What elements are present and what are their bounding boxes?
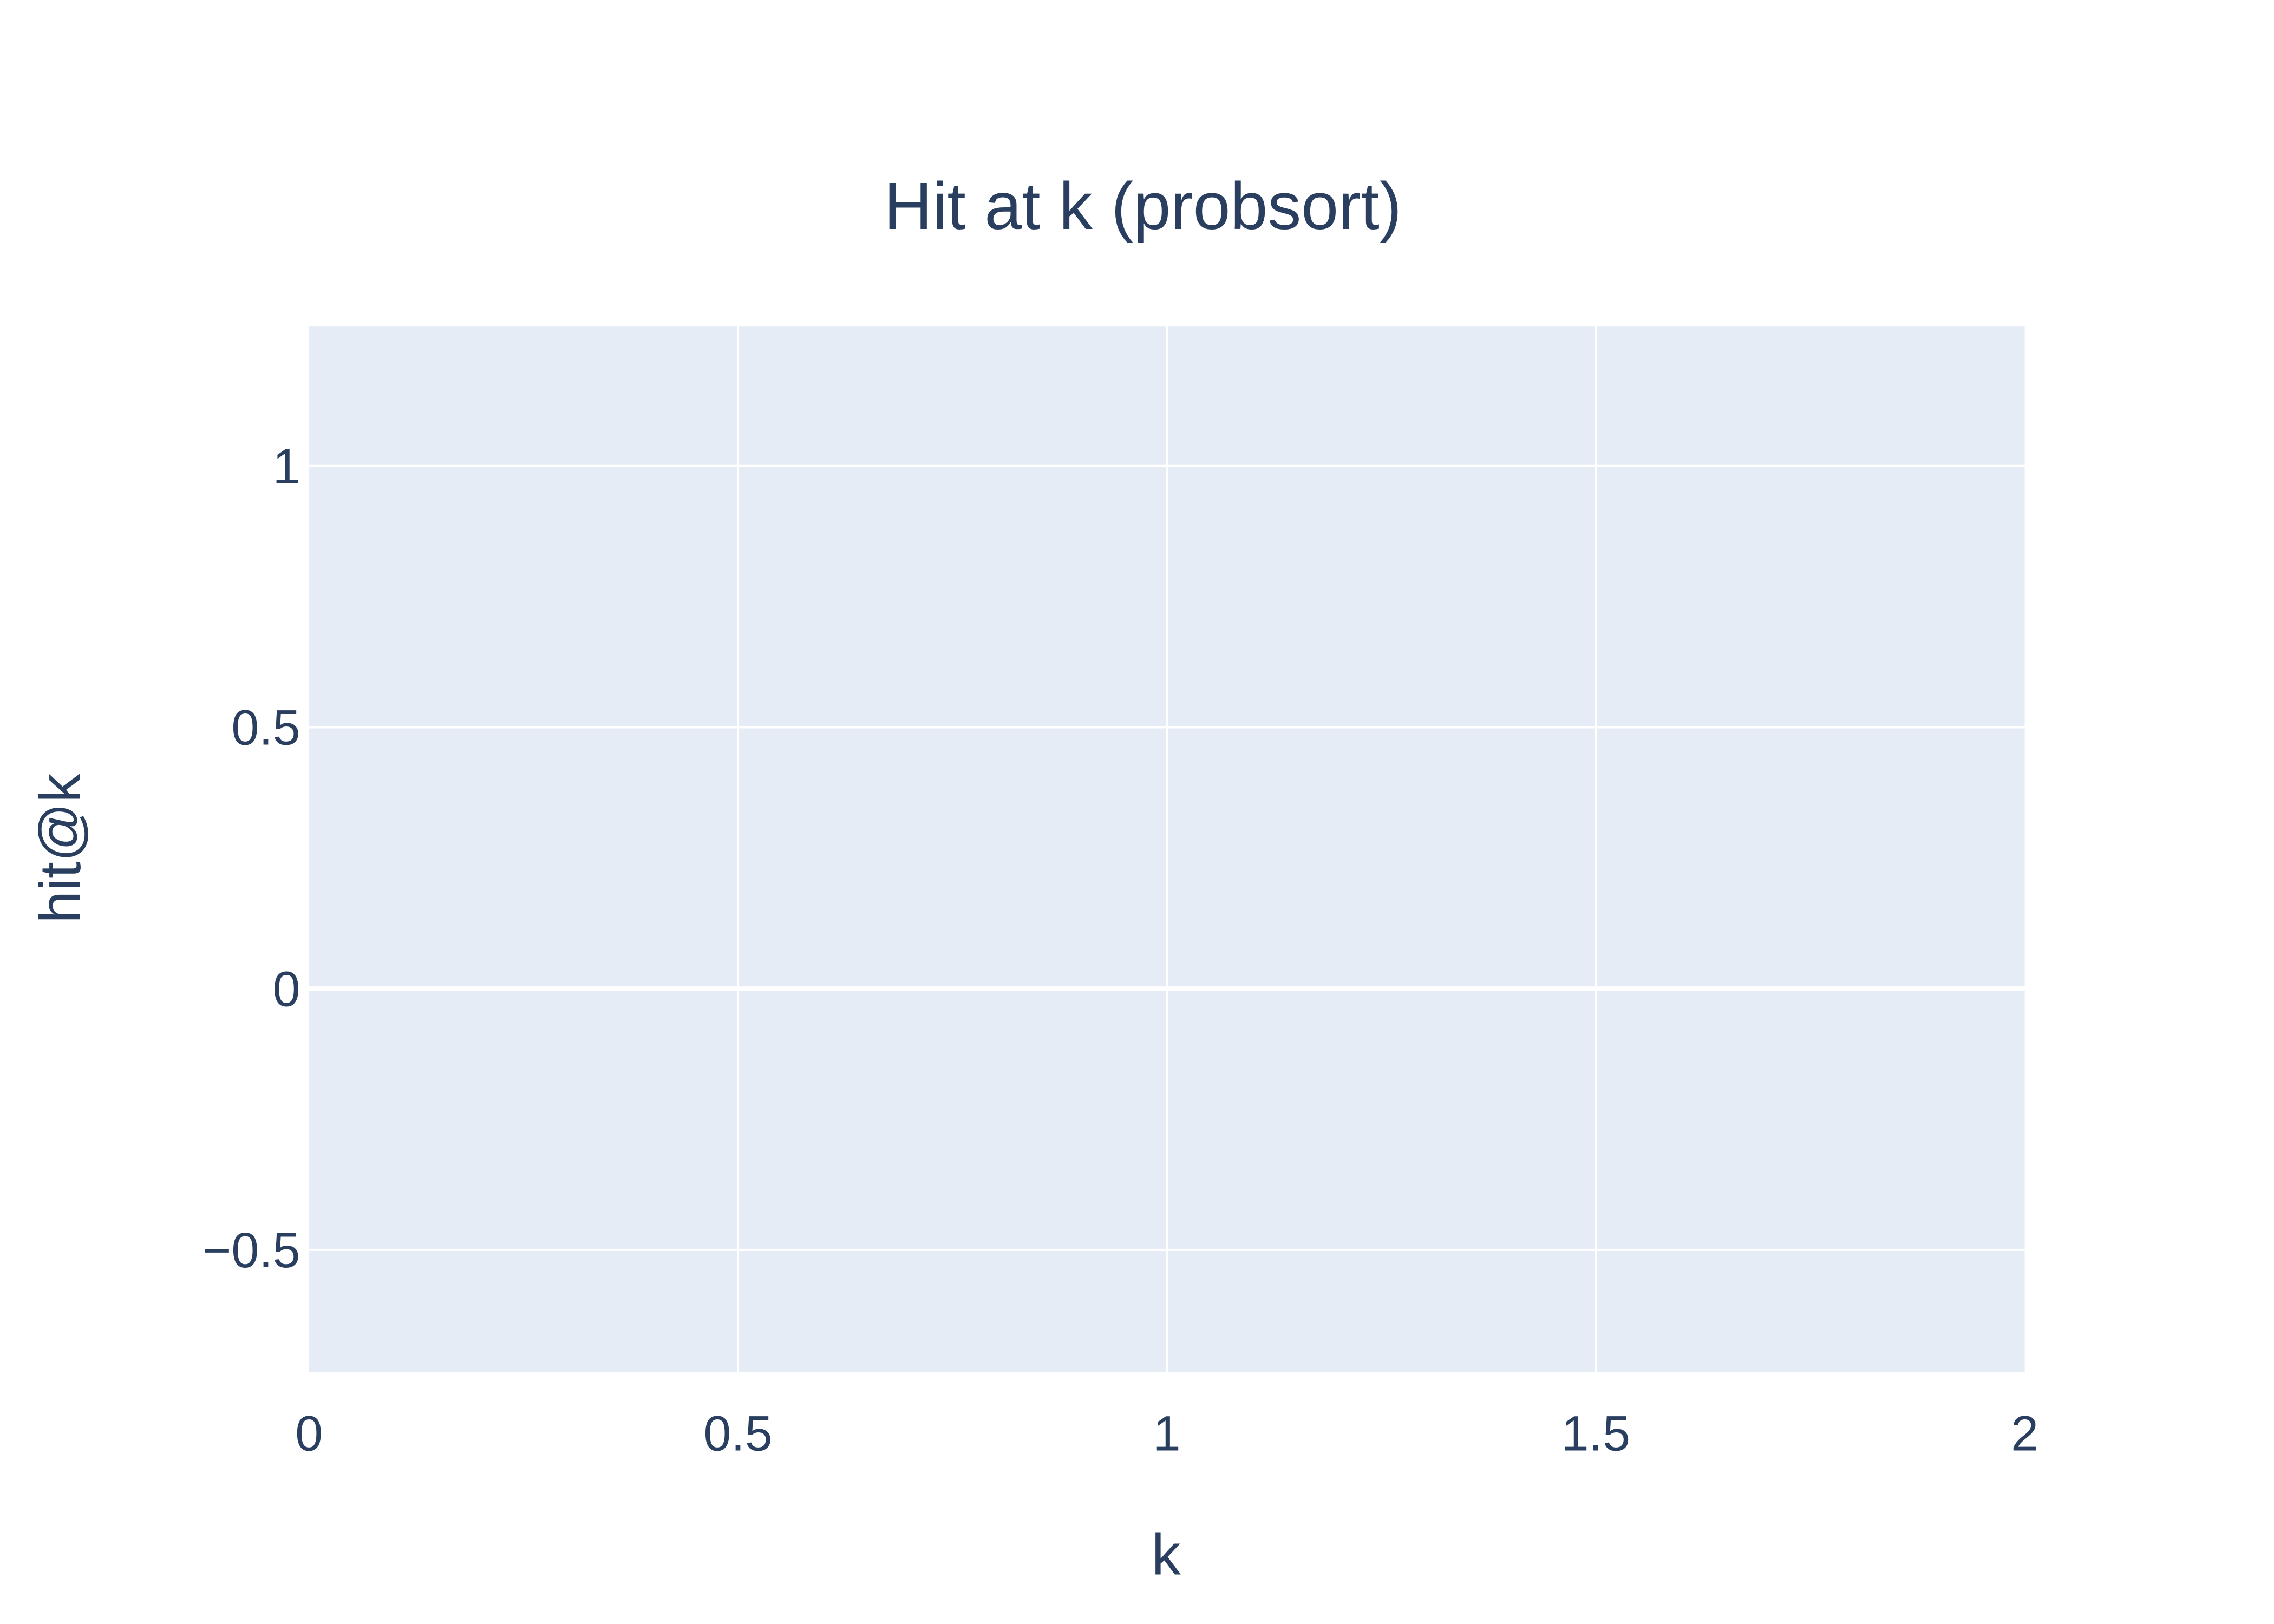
y-tick-label: 1 xyxy=(273,439,300,494)
y-tick-labels: −0.5 0 0.5 1 xyxy=(202,439,300,1278)
x-axis-title: k xyxy=(1152,1522,1181,1587)
y-gridlines xyxy=(309,464,2025,1251)
x-tick-labels: 0 0.5 1 1.5 2 xyxy=(295,1406,2038,1462)
x-tick-label: 0 xyxy=(295,1406,323,1462)
y-tick-label: −0.5 xyxy=(202,1223,300,1278)
y-axis-title: hit@k xyxy=(28,774,93,924)
y-tick-label: 0 xyxy=(273,961,300,1017)
y-tick-label: 0.5 xyxy=(231,700,300,756)
x-tick-label: 1.5 xyxy=(1561,1406,1630,1462)
x-tick-label: 1 xyxy=(1153,1406,1181,1462)
chart-title: Hit at k (probsort) xyxy=(884,169,1402,244)
x-tick-label: 2 xyxy=(2011,1406,2038,1462)
x-tick-label: 0.5 xyxy=(703,1406,772,1462)
x-gridlines xyxy=(736,326,1597,1372)
